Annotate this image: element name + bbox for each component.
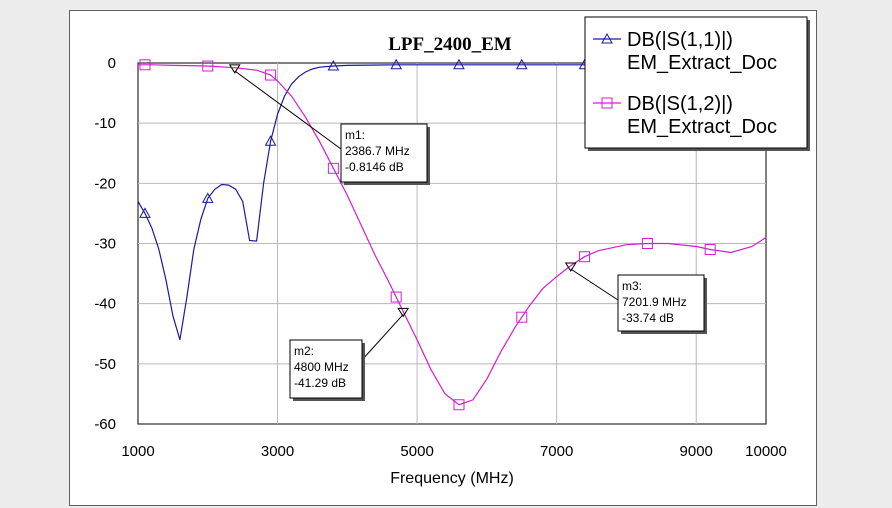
chart-title: LPF_2400_EM xyxy=(388,34,512,55)
series-line-2 xyxy=(138,64,767,406)
x-tick-label: 10000 xyxy=(745,443,787,460)
y-tick-label: -60 xyxy=(94,416,116,433)
marker-leader-line xyxy=(570,268,619,301)
y-tick-label: 0 xyxy=(108,55,116,72)
x-tick-label: 5000 xyxy=(400,443,433,460)
legend-box xyxy=(584,16,808,149)
series-2-marker xyxy=(390,291,402,303)
marker-triangle xyxy=(228,64,241,74)
legend-series-name-2: DB(|S(1,2)|) xyxy=(627,93,733,115)
series-1-marker xyxy=(264,135,277,146)
marker-2: m2: 4800 MHz -41.29 dB xyxy=(289,307,410,401)
series-1-marker xyxy=(139,207,151,218)
series-2-marker xyxy=(453,399,465,411)
series-2-marker xyxy=(641,238,653,249)
marker-1: m1: 2386.7 MHz -0.8146 dB xyxy=(228,64,430,185)
marker-triangle xyxy=(397,307,410,318)
legend-series-name-1: DB(|S(1,1)|) xyxy=(627,29,733,51)
marker-freq-label: 4800 MHz xyxy=(294,360,349,374)
marker-3: m3: 7201.9 MHz -33.74 dB xyxy=(564,262,707,334)
y-tick-label: -10 xyxy=(94,115,116,132)
y-tick-label: -50 xyxy=(94,356,116,373)
series-2-marker xyxy=(327,162,339,174)
marker-name: m1: xyxy=(345,128,365,142)
marker-leader-line xyxy=(361,314,404,361)
marker-freq-label: 7201.9 MHz xyxy=(622,295,687,309)
marker-value-label: -41.29 dB xyxy=(294,376,346,390)
marker-value-label: -33.74 dB xyxy=(622,311,674,325)
marker-name: m2: xyxy=(294,344,314,358)
legend: DB(|S(1,1)|)EM_Extract_DocDB(|S(1,2)|)EM… xyxy=(584,16,810,151)
series-2-marker xyxy=(202,60,214,72)
series-1-marker xyxy=(201,192,214,203)
x-tick-label: 7000 xyxy=(540,443,573,460)
y-tick-label: -20 xyxy=(94,175,116,192)
series-1-marker xyxy=(390,58,403,70)
series-2-marker xyxy=(704,244,716,256)
legend-marker-1 xyxy=(601,32,613,44)
marker-leader-line xyxy=(234,70,342,150)
marker-triangle xyxy=(564,262,577,272)
marker-box xyxy=(617,274,705,332)
legend-series-source-1: EM_Extract_Doc xyxy=(627,52,777,74)
series-2-marker xyxy=(265,69,277,81)
series-1-marker xyxy=(327,59,340,71)
x-tick-label: 3000 xyxy=(261,443,294,460)
series-2-marker xyxy=(516,311,528,323)
legend-series-source-2: EM_Extract_Doc xyxy=(627,116,777,138)
marker-box xyxy=(340,123,428,183)
marker-value-label: -0.8146 dB xyxy=(345,160,404,174)
marker-name: m3: xyxy=(622,279,642,293)
x-axis-label: Frequency (MHz) xyxy=(390,470,514,487)
marker-freq-label: 2386.7 MHz xyxy=(345,144,410,158)
series-2-marker xyxy=(139,59,151,71)
x-tick-label: 9000 xyxy=(680,443,713,460)
legend-marker-2 xyxy=(601,97,613,109)
series-1-marker xyxy=(453,58,465,70)
tick-labels: 1000 3000 5000 7000 9000 10000 0 -10 -20 -30 -40 -5… xyxy=(94,55,787,460)
series-1-marker xyxy=(515,58,528,70)
series-2-marker xyxy=(579,251,591,263)
y-tick-label: -40 xyxy=(94,296,116,313)
y-tick-label: -30 xyxy=(94,236,116,253)
marker-box xyxy=(289,339,363,399)
marker-layer: m1: 2386.7 MHz -0.8146 dB m2: 4800 MHz -41.29… xyxy=(228,64,707,401)
x-tick-label: 1000 xyxy=(121,443,154,460)
